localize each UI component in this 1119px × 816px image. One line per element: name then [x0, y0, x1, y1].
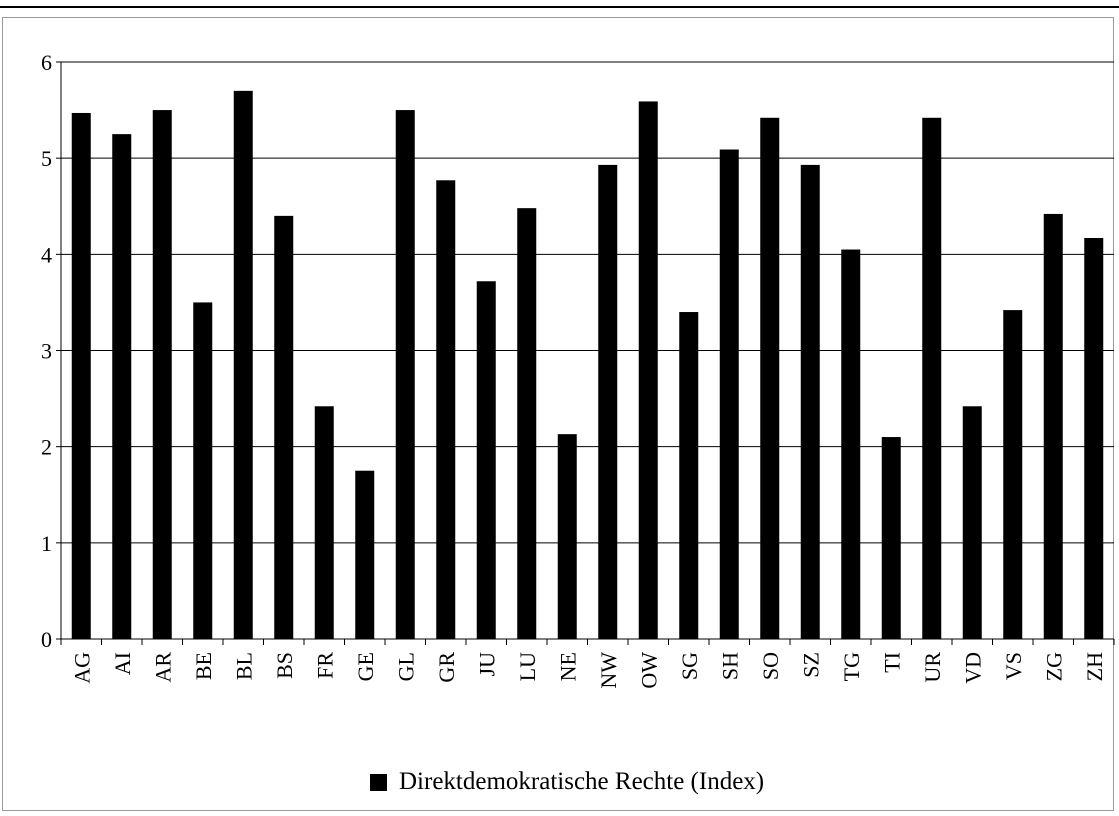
bar-so: [760, 117, 780, 639]
bar-ai: [112, 134, 132, 640]
x-tick-label: BE: [191, 652, 216, 680]
x-tick-label: SO: [758, 652, 783, 680]
x-tick-label: FR: [312, 652, 337, 679]
x-tick-label: LU: [515, 652, 540, 681]
legend-swatch: [370, 773, 387, 791]
bar-lu: [517, 208, 537, 640]
x-tick-label: SG: [677, 652, 702, 680]
bars: [71, 90, 1104, 640]
bar-fr: [314, 406, 334, 639]
x-tick-label: AG: [69, 652, 94, 684]
bar-bl: [233, 90, 253, 640]
bar-ow: [638, 101, 658, 640]
x-tick-label: VS: [1001, 652, 1026, 680]
y-tick-label: 3: [41, 339, 52, 364]
bar-gr: [436, 180, 456, 640]
y-tick-label: 6: [41, 50, 52, 75]
grid-lines: [61, 61, 1114, 544]
x-tick-label: BS: [272, 652, 297, 679]
bar-sg: [679, 312, 699, 639]
x-tick-label: OW: [636, 652, 661, 689]
x-tick-label: TI: [879, 652, 904, 673]
x-tick-label: UR: [920, 652, 945, 683]
x-tick-label: AI: [110, 652, 135, 675]
y-tick-label: 4: [41, 242, 52, 267]
bar-zg: [1043, 213, 1063, 639]
y-tick-label: 1: [41, 531, 52, 556]
bar-ag: [71, 112, 91, 640]
y-tick-label: 0: [41, 627, 52, 652]
x-tick-label: NE: [555, 652, 580, 681]
bar-sz: [800, 164, 820, 639]
bar-ti: [881, 437, 901, 639]
chart-frame: [2, 17, 1114, 811]
bar-vs: [1003, 310, 1023, 639]
legend: Direktdemokratische Rechte (Index): [370, 764, 764, 800]
tick-labels: 0 1 2 3 4 5 6 AG AI AR BE BL BS FR GE GL GR JU LU NE NW OW SG S…: [41, 50, 1107, 689]
y-tick-label: 2: [41, 435, 52, 460]
x-tick-label: GE: [353, 652, 378, 681]
bar-vd: [962, 406, 982, 639]
x-tick-label: ZG: [1041, 652, 1066, 681]
x-tick-label: GL: [393, 652, 418, 681]
x-tick-label: VD: [960, 652, 985, 684]
top-rule: [0, 6, 1119, 8]
bar-ar: [152, 110, 172, 639]
legend-label: Direktdemokratische Rechte (Index): [399, 768, 765, 795]
bar-nw: [598, 164, 618, 639]
bar-ur: [922, 117, 942, 639]
bar-bs: [274, 215, 294, 639]
y-tick-label: 5: [41, 146, 52, 171]
x-tick-label: AR: [150, 652, 175, 683]
bar-zh: [1084, 237, 1104, 640]
x-tick-label: ZH: [1082, 652, 1107, 681]
x-tick-label: BL: [231, 652, 256, 680]
bar-ge: [355, 470, 375, 639]
x-tick-label: NW: [596, 652, 621, 689]
bar-be: [193, 302, 213, 639]
x-tick-label: GR: [434, 652, 459, 683]
x-tick-label: JU: [474, 652, 499, 677]
axes: [56, 61, 1115, 645]
x-tick-label: SH: [717, 652, 742, 680]
x-tick-label: TG: [839, 652, 864, 681]
x-tick-label: SZ: [798, 652, 823, 678]
bar-ne: [557, 434, 577, 639]
bar-gl: [395, 110, 415, 639]
bar-ju: [476, 281, 496, 639]
bar-tg: [841, 249, 861, 639]
bar-sh: [719, 149, 739, 639]
